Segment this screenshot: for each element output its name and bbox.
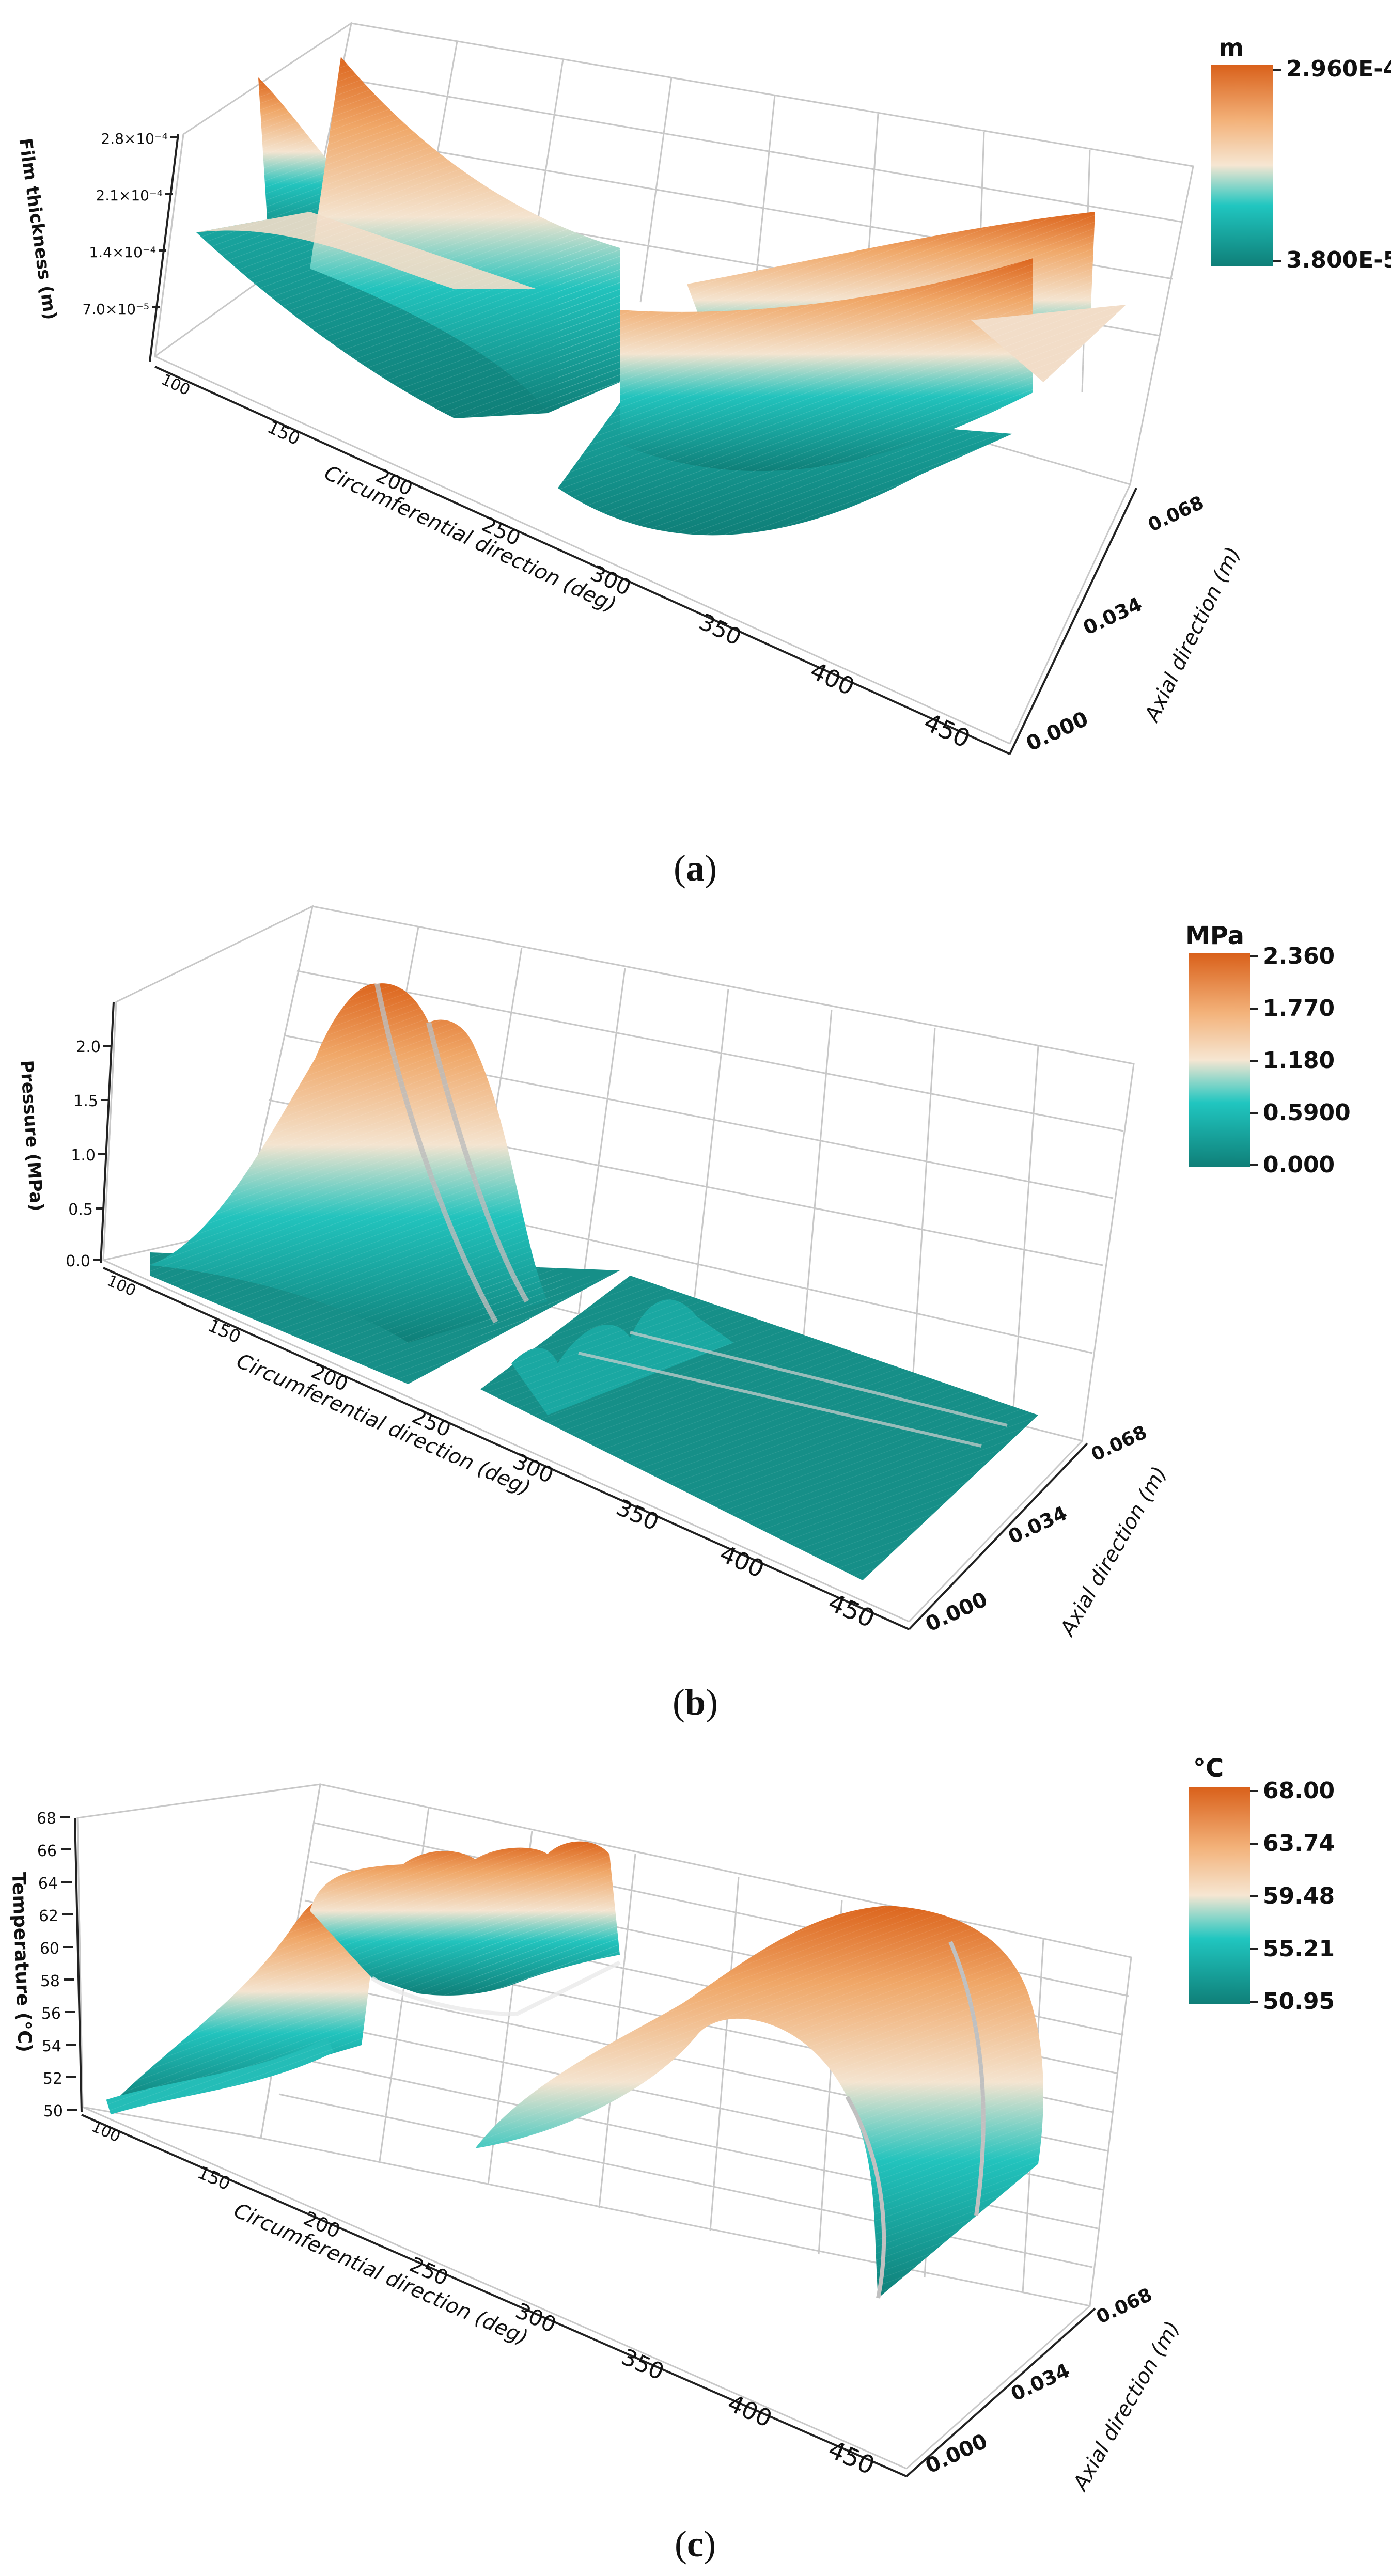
z-axis-label: Temperature (°C) (8, 1872, 35, 2053)
y-tick-label: 0.068 (1088, 1422, 1150, 1466)
panel-a: 2.8×10⁻⁴ 2.1×10⁻⁴ 1.4×10⁻⁴ 7.0×10⁻⁵ Film… (14, 21, 1391, 889)
z-tick-label: 2.1×10⁻⁴ (96, 187, 163, 204)
y-tick-label: 0.000 (922, 1588, 991, 1637)
z-axis-label: Film thickness (m) (14, 137, 60, 321)
colorbar-unit: m (1219, 34, 1244, 61)
x-tick-label: 100 (104, 1271, 139, 1300)
panel-a-surface (196, 57, 1136, 568)
x-tick-label: 400 (806, 656, 858, 701)
z-tick-label: 68 (37, 1810, 56, 1828)
colorbar-tick-label: 55.21 (1263, 1936, 1335, 1962)
panel-c-y-axis: 0.000 0.034 0.068 Axial direction (m) (905, 2284, 1184, 2496)
colorbar-unit: MPa (1185, 921, 1244, 950)
z-tick-label: 0.0 (66, 1252, 90, 1270)
panel-b-surface (150, 981, 1038, 1580)
x-tick-label: 150 (194, 2162, 233, 2195)
colorbar-tick-label: 59.48 (1263, 1883, 1335, 1909)
panel-c-z-axis: 50 52 54 56 58 60 62 64 66 68 Temperatur… (8, 1810, 83, 2121)
z-tick-label: 1.5 (73, 1092, 98, 1110)
z-tick-label: 66 (37, 1842, 57, 1860)
x-tick-label: 450 (824, 1588, 879, 1633)
colorbar-tick-label: 68.00 (1263, 1778, 1335, 1804)
z-tick-label: 56 (41, 2005, 61, 2023)
panel-c-surface (106, 1839, 1043, 2299)
z-tick-label: 52 (43, 2070, 62, 2088)
colorbar-tick-label: 0.000 (1263, 1152, 1335, 1178)
colorbar-gradient (1211, 65, 1273, 266)
panel-b: 0.0 0.5 1.0 1.5 2.0 Pressure (MPa) 100 1… (16, 905, 1351, 1723)
y-tick-label: 0.000 (922, 2429, 991, 2478)
y-axis-label: Axial direction (m) (1068, 2317, 1184, 2496)
z-tick-label: 60 (40, 1940, 59, 1958)
x-tick-label: 350 (618, 2344, 668, 2385)
panel-c-caption: (c) (675, 2523, 716, 2565)
panel-a-colorbar: m 2.960E-4 3.800E-5 (1211, 34, 1391, 273)
colorbar-tick-label: 50.95 (1263, 1988, 1335, 2015)
x-tick-label: 450 (824, 2435, 879, 2480)
z-tick-label: 54 (42, 2037, 61, 2055)
y-tick-label: 0.034 (1007, 2359, 1073, 2406)
colorbar-tick-label: 63.74 (1263, 1830, 1335, 1857)
y-axis-label: Axial direction (m) (1139, 543, 1245, 727)
y-tick-label: 0.000 (1023, 707, 1092, 756)
z-tick-label: 64 (38, 1875, 58, 1893)
y-tick-label: 0.034 (1080, 592, 1146, 639)
colorbar-max-label: 2.960E-4 (1286, 56, 1391, 82)
panel-b-caption: (b) (673, 1682, 718, 1723)
z-tick-label: 2.8×10⁻⁴ (101, 130, 168, 147)
z-tick-label: 50 (43, 2102, 63, 2121)
x-tick-label: 100 (159, 371, 193, 400)
x-tick-label: 400 (724, 2389, 776, 2433)
colorbar-gradient (1189, 953, 1250, 1167)
x-tick-label: 450 (919, 708, 975, 753)
z-tick-label: 2.0 (76, 1038, 101, 1056)
colorbar-tick-label: 2.360 (1263, 943, 1335, 969)
y-tick-label: 0.068 (1093, 2284, 1155, 2328)
colorbar-unit: °C (1193, 1754, 1224, 1783)
z-tick-label: 0.5 (68, 1201, 93, 1219)
colorbar-tick-label: 1.770 (1263, 995, 1335, 1022)
z-tick-label: 58 (40, 1972, 60, 1990)
y-axis-label: Axial direction (m) (1055, 1463, 1171, 1641)
panel-c-colorbar: °C 68.00 63.74 59.48 55.21 50.95 (1189, 1754, 1335, 2015)
z-tick-label: 7.0×10⁻⁵ (82, 301, 149, 318)
colorbar-tick-label: 0.5900 (1263, 1099, 1351, 1126)
colorbar-gradient (1189, 1787, 1250, 2004)
panel-a-caption: (a) (674, 847, 717, 889)
z-tick-label: 1.4×10⁻⁴ (89, 244, 156, 261)
panel-a-z-axis: 2.8×10⁻⁴ 2.1×10⁻⁴ 1.4×10⁻⁴ 7.0×10⁻⁵ Film… (14, 130, 179, 362)
z-tick-label: 62 (39, 1907, 58, 1925)
panel-b-colorbar: MPa 2.360 1.770 1.180 0.5900 0.000 (1185, 921, 1351, 1178)
colorbar-min-label: 3.800E-5 (1286, 247, 1391, 273)
z-axis-label: Pressure (MPa) (16, 1060, 47, 1212)
panel-b-z-axis: 0.0 0.5 1.0 1.5 2.0 Pressure (MPa) (16, 1001, 115, 1270)
colorbar-tick-label: 1.180 (1263, 1047, 1335, 1074)
y-tick-label: 0.068 (1145, 492, 1207, 536)
panel-c: 50 52 54 56 58 60 62 64 66 68 Temperatur… (8, 1754, 1335, 2565)
z-tick-label: 1.0 (71, 1146, 96, 1165)
